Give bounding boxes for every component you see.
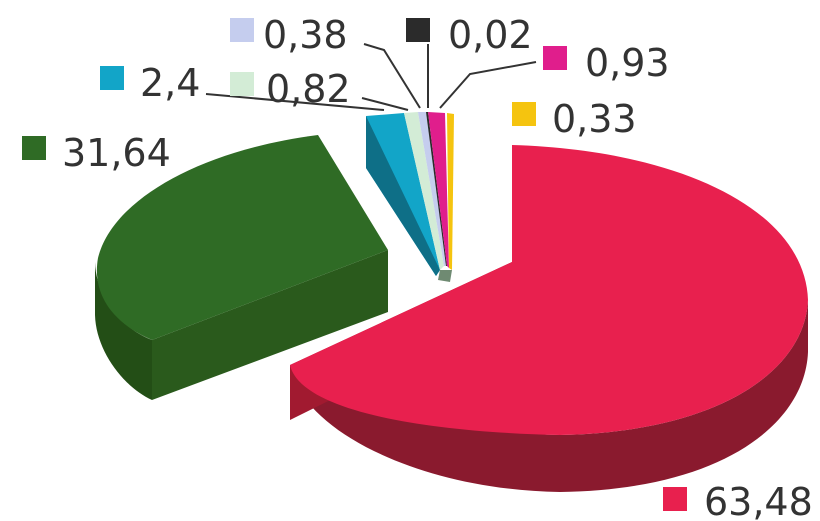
label-0-38: 0,38 bbox=[230, 13, 348, 57]
legend-swatch bbox=[663, 487, 687, 511]
label-0-33: 0,33 bbox=[512, 97, 637, 141]
label-text: 0,02 bbox=[448, 13, 533, 57]
legend-swatch bbox=[230, 72, 254, 96]
legend-swatch bbox=[230, 18, 254, 42]
leader-line-0-82 bbox=[361, 97, 409, 111]
legend-swatch bbox=[22, 136, 46, 160]
pie-slice-0-38 bbox=[418, 112, 446, 266]
slice-side bbox=[290, 300, 808, 492]
label-text: 0,82 bbox=[266, 67, 351, 111]
slice-top bbox=[290, 145, 808, 435]
small-slices bbox=[366, 112, 454, 282]
legend-swatch bbox=[406, 18, 430, 42]
pie-slice-31-64 bbox=[95, 135, 388, 400]
label-31-64: 31,64 bbox=[22, 131, 171, 175]
label-0-93: 0,93 bbox=[543, 41, 670, 85]
small-slices-shadow bbox=[438, 270, 452, 282]
legend-swatch bbox=[512, 102, 536, 126]
pie-slice-0-82 bbox=[404, 112, 444, 270]
leader-line-0-38 bbox=[363, 43, 421, 109]
legend-swatch bbox=[100, 66, 124, 90]
pie-slice-2-4-side bbox=[366, 116, 440, 276]
pie-slice-0-33 bbox=[447, 113, 454, 270]
label-0-82: 0,82 bbox=[230, 67, 351, 111]
pie-slice-0-93 bbox=[428, 112, 449, 268]
slice-side bbox=[152, 250, 388, 400]
leader-line-2-4 bbox=[205, 93, 385, 111]
slice-top bbox=[96, 135, 388, 340]
pie-slice-0-02 bbox=[426, 112, 447, 266]
label-text: 63,48 bbox=[704, 480, 813, 521]
slice-side bbox=[95, 262, 152, 400]
label-text: 0,33 bbox=[552, 97, 637, 141]
label-2-4: 2,4 bbox=[100, 61, 200, 105]
label-text: 2,4 bbox=[140, 61, 200, 105]
label-text: 31,64 bbox=[62, 131, 171, 175]
label-text: 0,38 bbox=[263, 13, 348, 57]
leader-line-0-93 bbox=[439, 61, 537, 109]
label-63-48: 63,48 bbox=[663, 480, 813, 521]
label-text: 0,93 bbox=[585, 41, 670, 85]
legend-swatch bbox=[543, 46, 567, 70]
leader-lines bbox=[205, 43, 537, 111]
pie-slice-63-48 bbox=[290, 145, 808, 492]
label-0-02: 0,02 bbox=[406, 13, 533, 57]
